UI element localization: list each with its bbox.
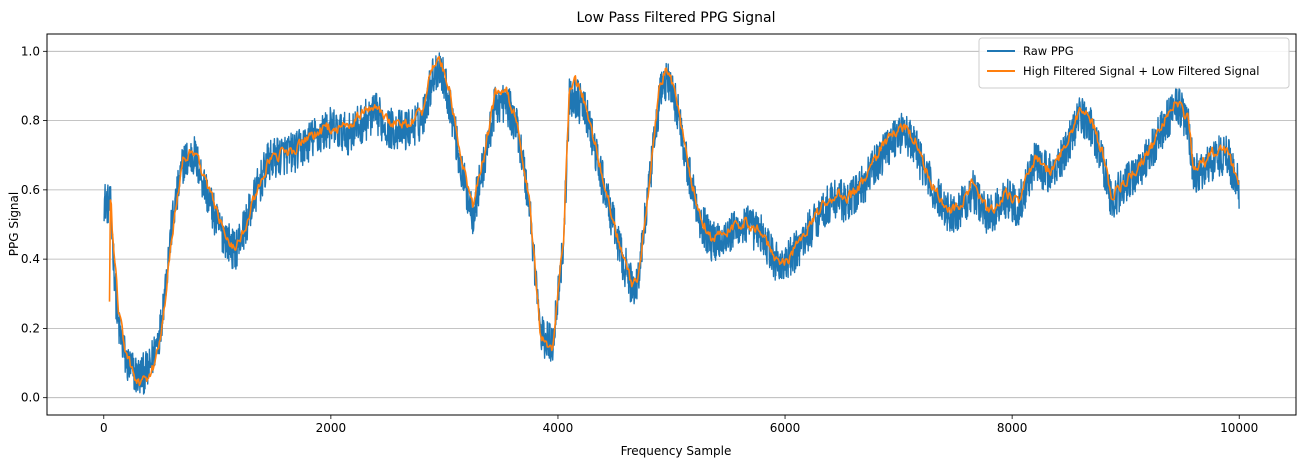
legend-box [978, 37, 1290, 89]
x-axis-label: Frequency Sample [621, 444, 732, 458]
legend-label: Raw PPG [1023, 44, 1074, 58]
legend: Raw PPG High Filtered Signal + Low Filter… [978, 37, 1290, 89]
x-tick-label: 10000 [1220, 421, 1258, 435]
x-axis: 0 2000 4000 6000 8000 10000 [100, 415, 1258, 435]
legend-label: High Filtered Signal + Low Filtered Sign… [1023, 64, 1260, 78]
series-line [108, 56, 1240, 387]
plot-frame [46, 33, 1297, 416]
y-tick-label: 0.0 [21, 391, 40, 405]
y-tick-label: 0.2 [21, 321, 40, 335]
x-tick-label: 0 [100, 421, 108, 435]
y-axis-label: PPG Signal [7, 192, 21, 256]
y-axis: 0.0 0.2 0.4 0.6 0.8 1.0 [21, 44, 47, 405]
y-tick-label: 0.4 [21, 252, 40, 266]
x-tick-label: 2000 [316, 421, 347, 435]
x-tick-label: 4000 [543, 421, 574, 435]
series-line [103, 52, 1240, 395]
plot-area [103, 52, 1240, 395]
y-tick-label: 0.8 [21, 114, 40, 128]
y-tick-label: 1.0 [21, 44, 40, 58]
chart-title: Low Pass Filtered PPG Signal [577, 10, 776, 26]
y-tick-label: 0.6 [21, 183, 40, 197]
x-tick-label: 8000 [997, 421, 1028, 435]
x-tick-label: 6000 [770, 421, 801, 435]
